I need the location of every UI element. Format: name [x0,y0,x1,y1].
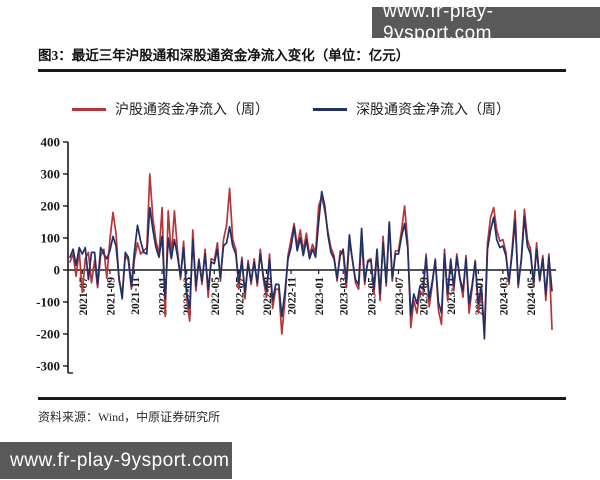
x-tick-label: 2024-03 [498,277,510,316]
y-tick-label: -100 [36,295,60,310]
x-tick-label: 2023-01 [314,277,326,316]
y-tick-label: -300 [36,359,60,374]
data-source-note: 资料来源：Wind，中原证券研究所 [38,410,221,424]
y-tick-label: 100 [41,231,61,246]
legend-swatch-red [72,107,106,111]
figure-title: 图3：最近三年沪股通和深股通资金净流入变化（单位：亿元） [38,48,410,63]
source-separator-line [38,397,566,400]
y-tick-label: 400 [41,135,61,150]
title-separator-line [38,69,566,72]
legend-label-hugutong: 沪股通资金净流入（周） [115,103,269,118]
y-tick-label: -200 [36,327,60,342]
watermark-bottom: www.fr-play-9ysport.com [0,442,232,479]
x-tick-label: 2021-09 [105,277,117,316]
watermark-text: www.fr-play-9ysport.com [10,449,230,471]
x-tick-label: 2022-05 [210,277,222,316]
x-tick-label: 2023-03 [339,277,351,316]
x-tick-label: 2024-05 [526,277,538,316]
legend-item-hugutong: 沪股通资金净流入（周） [72,99,269,119]
legend-item-shengutong: 深股通资金净流入（周） [313,99,510,119]
legend-swatch-navy [313,107,347,111]
x-tick-label: 2023-07 [394,277,406,316]
legend-label-shengutong: 深股通资金净流入（周） [356,103,510,118]
watermark-text: www.fr-play-9ysport.com [383,0,494,44]
x-tick-label: 2021-07 [78,277,90,316]
watermark-top: www.fr-play-9ysport.com [372,1,600,44]
chart-legend: 沪股通资金净流入（周） 深股通资金净流入（周） [72,99,510,119]
x-tick-label: 2021-11 [130,277,142,315]
series-line-shengutong [69,190,553,340]
y-tick-label: 0 [54,263,61,278]
y-tick-label: 200 [41,199,61,214]
x-tick-label: 2022-11 [287,277,299,315]
y-tick-label: 300 [41,167,61,182]
x-tick-label: 2023-05 [366,277,378,316]
